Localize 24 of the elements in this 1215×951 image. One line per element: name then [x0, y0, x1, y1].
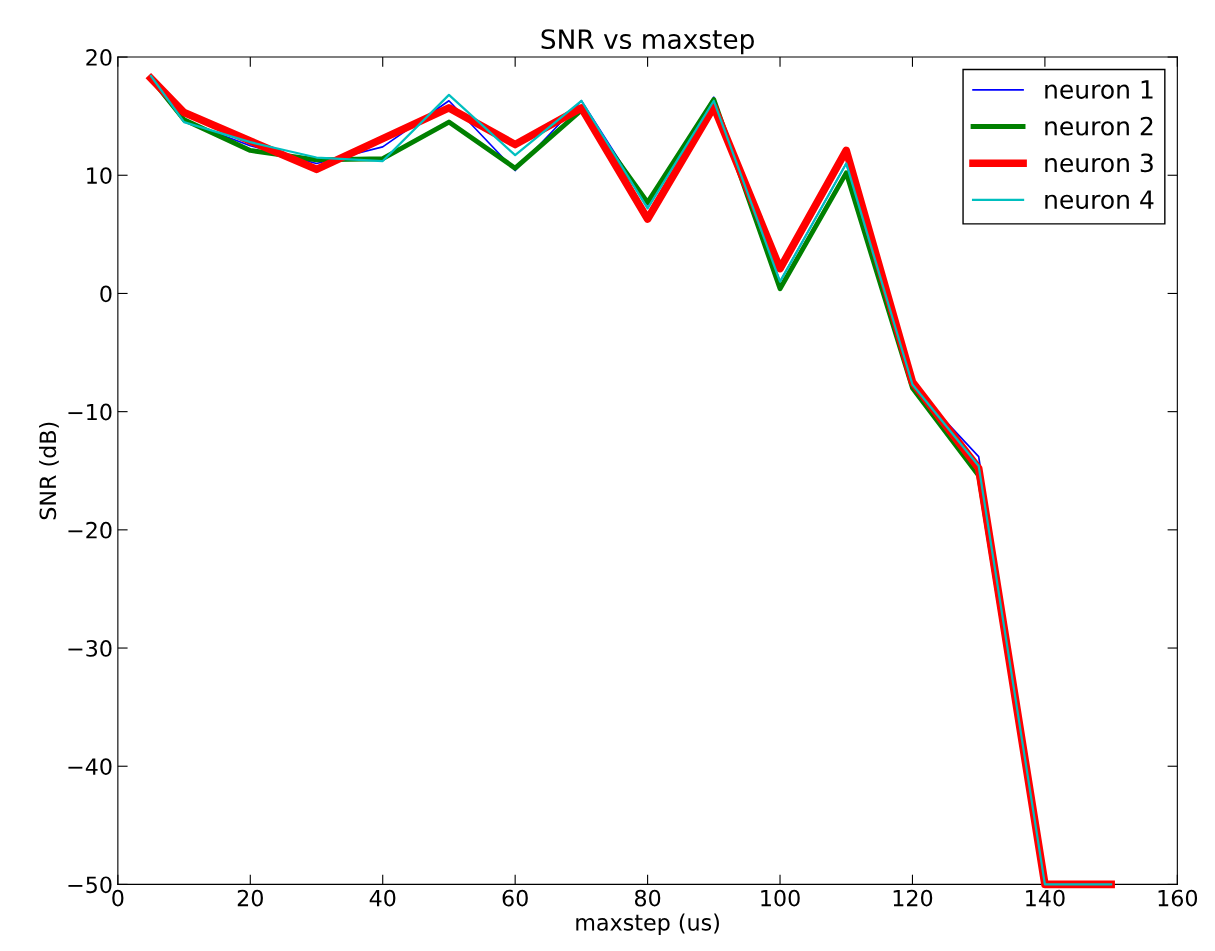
legend-label: neuron 1 — [1045, 80, 1153, 99]
x-tick-label: 140 — [1026, 889, 1065, 907]
x-tick-label: 80 — [634, 889, 661, 907]
x-tick-label: 20 — [237, 889, 263, 907]
y-tick-label: −50 — [68, 876, 112, 894]
chart-title: SNR vs maxstep — [541, 29, 754, 55]
x-tick-label: 120 — [893, 889, 933, 907]
x-tick-label: 100 — [761, 889, 800, 907]
y-tick-label: −40 — [68, 758, 112, 775]
y-tick-label: 10 — [87, 167, 112, 185]
y-tick-label: −10 — [68, 403, 112, 421]
legend-label: neuron 3 — [1045, 153, 1153, 173]
x-tick-label: 60 — [502, 889, 528, 907]
x-tick-label: 0 — [112, 889, 124, 907]
legend-label: neuron 4 — [1045, 190, 1154, 209]
y-tick-label: 20 — [86, 49, 112, 66]
legend-label: neuron 2 — [1045, 116, 1153, 136]
y-axis-title: SNR (dB) — [39, 422, 59, 520]
x-axis-title: maxstep (us) — [576, 913, 719, 936]
y-tick-label: −20 — [68, 521, 112, 539]
x-tick-label: 160 — [1158, 889, 1198, 907]
x-tick-label: 40 — [369, 889, 396, 907]
y-tick-label: 0 — [100, 285, 112, 303]
y-tick-label: −30 — [68, 639, 112, 657]
